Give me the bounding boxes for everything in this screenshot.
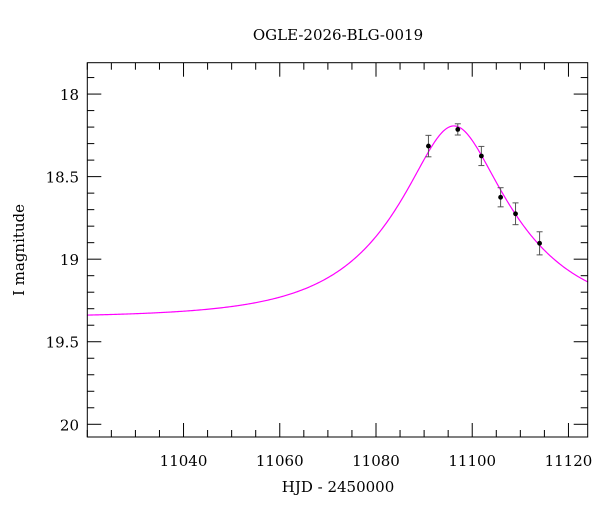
data-point [536, 231, 543, 256]
x-tick-label: 11080 [352, 452, 400, 470]
x-tick-label: 11120 [545, 452, 593, 470]
chart-title: OGLE-2026-BLG-0019 [253, 26, 423, 44]
y-tick-label: 20 [60, 416, 79, 434]
data-points-group [425, 123, 543, 256]
x-tick-label: 11060 [256, 452, 304, 470]
data-point [497, 187, 504, 208]
plot-frame [86, 62, 589, 438]
y-tick-label: 19.5 [46, 334, 79, 352]
y-tick-label: 18 [60, 86, 79, 104]
data-point [512, 202, 519, 226]
x-tick-label: 11040 [160, 452, 208, 470]
data-marker [498, 194, 504, 200]
axis-ticks: 11040 11060 11080 11100 11120 18 18.5 19 19.5 20 [46, 62, 593, 470]
data-marker [478, 153, 484, 159]
data-point [478, 145, 485, 167]
data-marker [426, 143, 431, 149]
model-curve [87, 125, 588, 316]
data-marker [513, 211, 518, 217]
data-point [425, 134, 432, 158]
data-point [454, 123, 461, 136]
y-tick-label: 18.5 [46, 169, 79, 187]
y-axis-label: I magnitude [10, 204, 28, 296]
x-tick-label: 11100 [448, 452, 496, 470]
data-marker [455, 127, 461, 132]
y-tick-label: 19 [60, 251, 79, 269]
data-marker [537, 240, 542, 246]
x-axis-label: HJD - 2450000 [282, 478, 395, 496]
model-curve-group [87, 125, 588, 316]
